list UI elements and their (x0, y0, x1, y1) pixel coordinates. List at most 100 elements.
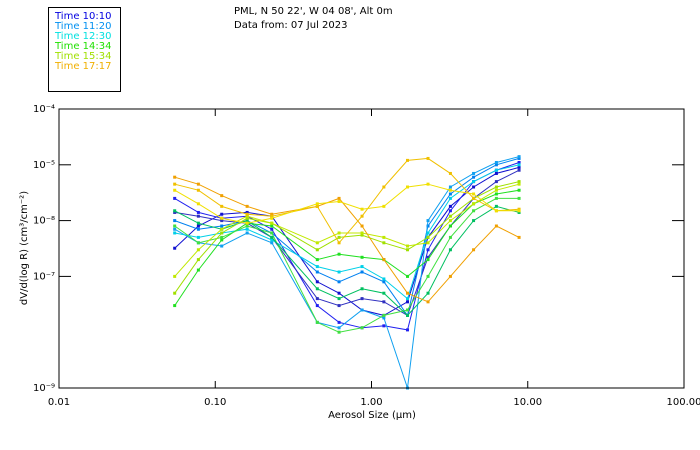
data-point (220, 235, 224, 239)
data-point (337, 304, 341, 308)
data-point (196, 235, 200, 239)
data-point (245, 216, 249, 220)
data-point (245, 231, 249, 235)
data-point (315, 258, 319, 262)
data-point (337, 235, 341, 239)
x-tick-label: 10.00 (513, 397, 542, 408)
plot-frame (58, 108, 685, 389)
legend-entry: Time 17:17 (55, 61, 112, 72)
data-point (472, 196, 476, 200)
data-point (382, 316, 386, 320)
data-point (360, 270, 364, 274)
data-point (360, 308, 364, 312)
data-point (270, 221, 274, 225)
data-point (448, 188, 452, 192)
data-point (472, 180, 476, 184)
data-point (360, 207, 364, 211)
data-point (337, 297, 341, 301)
data-point (196, 188, 200, 192)
data-point (337, 291, 341, 295)
data-point (426, 258, 430, 262)
data-point (270, 238, 274, 242)
data-point (406, 328, 410, 332)
data-point (337, 252, 341, 256)
data-point (173, 231, 177, 235)
data-point (406, 274, 410, 278)
data-point (494, 209, 498, 213)
data-point (426, 235, 430, 239)
data-point (448, 219, 452, 223)
data-point (472, 175, 476, 179)
data-point (517, 188, 521, 192)
data-point (173, 182, 177, 186)
data-point (382, 235, 386, 239)
data-point (337, 320, 341, 324)
data-point (337, 280, 341, 284)
data-point (426, 291, 430, 295)
data-point (337, 196, 341, 200)
data-point (406, 248, 410, 252)
series-line (173, 160, 521, 332)
data-point (196, 227, 200, 231)
data-point (337, 330, 341, 334)
data-point (360, 224, 364, 228)
y-tick-label: 10⁻⁵ (33, 160, 55, 171)
data-point (173, 304, 177, 308)
legend-entry: Time 12:30 (55, 31, 112, 42)
data-point (406, 158, 410, 162)
x-axis-label: Aerosol Size (μm) (328, 410, 416, 421)
data-point (270, 241, 274, 245)
data-point (382, 291, 386, 295)
data-point (315, 248, 319, 252)
series-line (173, 182, 521, 225)
data-point (448, 185, 452, 189)
series-line (173, 168, 521, 317)
data-point (270, 227, 274, 231)
data-point (360, 255, 364, 259)
data-point (472, 171, 476, 175)
legend-entry: Time 11:20 (55, 21, 112, 32)
data-point (382, 204, 386, 208)
data-point (245, 204, 249, 208)
data-point (245, 221, 249, 225)
data-point (245, 227, 249, 231)
data-point (448, 214, 452, 218)
data-point (406, 300, 410, 304)
data-point (173, 210, 177, 214)
data-point (472, 219, 476, 223)
data-point (382, 241, 386, 245)
data-point (382, 280, 386, 284)
legend: Time 10:10 Time 11:20 Time 12:30 Time 14:34… (48, 7, 121, 92)
data-point (382, 300, 386, 304)
series-line (173, 188, 521, 308)
data-point (448, 248, 452, 252)
data-point (220, 219, 224, 223)
data-point (426, 224, 430, 228)
data-point (360, 265, 364, 269)
data-point (315, 304, 319, 308)
data-point (337, 199, 341, 203)
data-point (494, 160, 498, 164)
data-point (382, 324, 386, 328)
data-point (315, 270, 319, 274)
data-point (426, 219, 430, 223)
x-tick-label: 1.00 (360, 397, 382, 408)
data-point (337, 231, 341, 235)
data-point (360, 233, 364, 237)
data-point (448, 196, 452, 200)
data-point (426, 156, 430, 160)
data-point (220, 194, 224, 198)
data-point (220, 238, 224, 242)
data-point (406, 297, 410, 301)
x-tick-label: 0.01 (48, 397, 70, 408)
series-line (173, 182, 521, 278)
data-point (448, 192, 452, 196)
data-point (173, 246, 177, 250)
data-point (315, 280, 319, 284)
data-point (448, 274, 452, 278)
data-point (245, 224, 249, 228)
data-point (517, 155, 521, 159)
data-point (196, 258, 200, 262)
series-path (174, 162, 520, 331)
